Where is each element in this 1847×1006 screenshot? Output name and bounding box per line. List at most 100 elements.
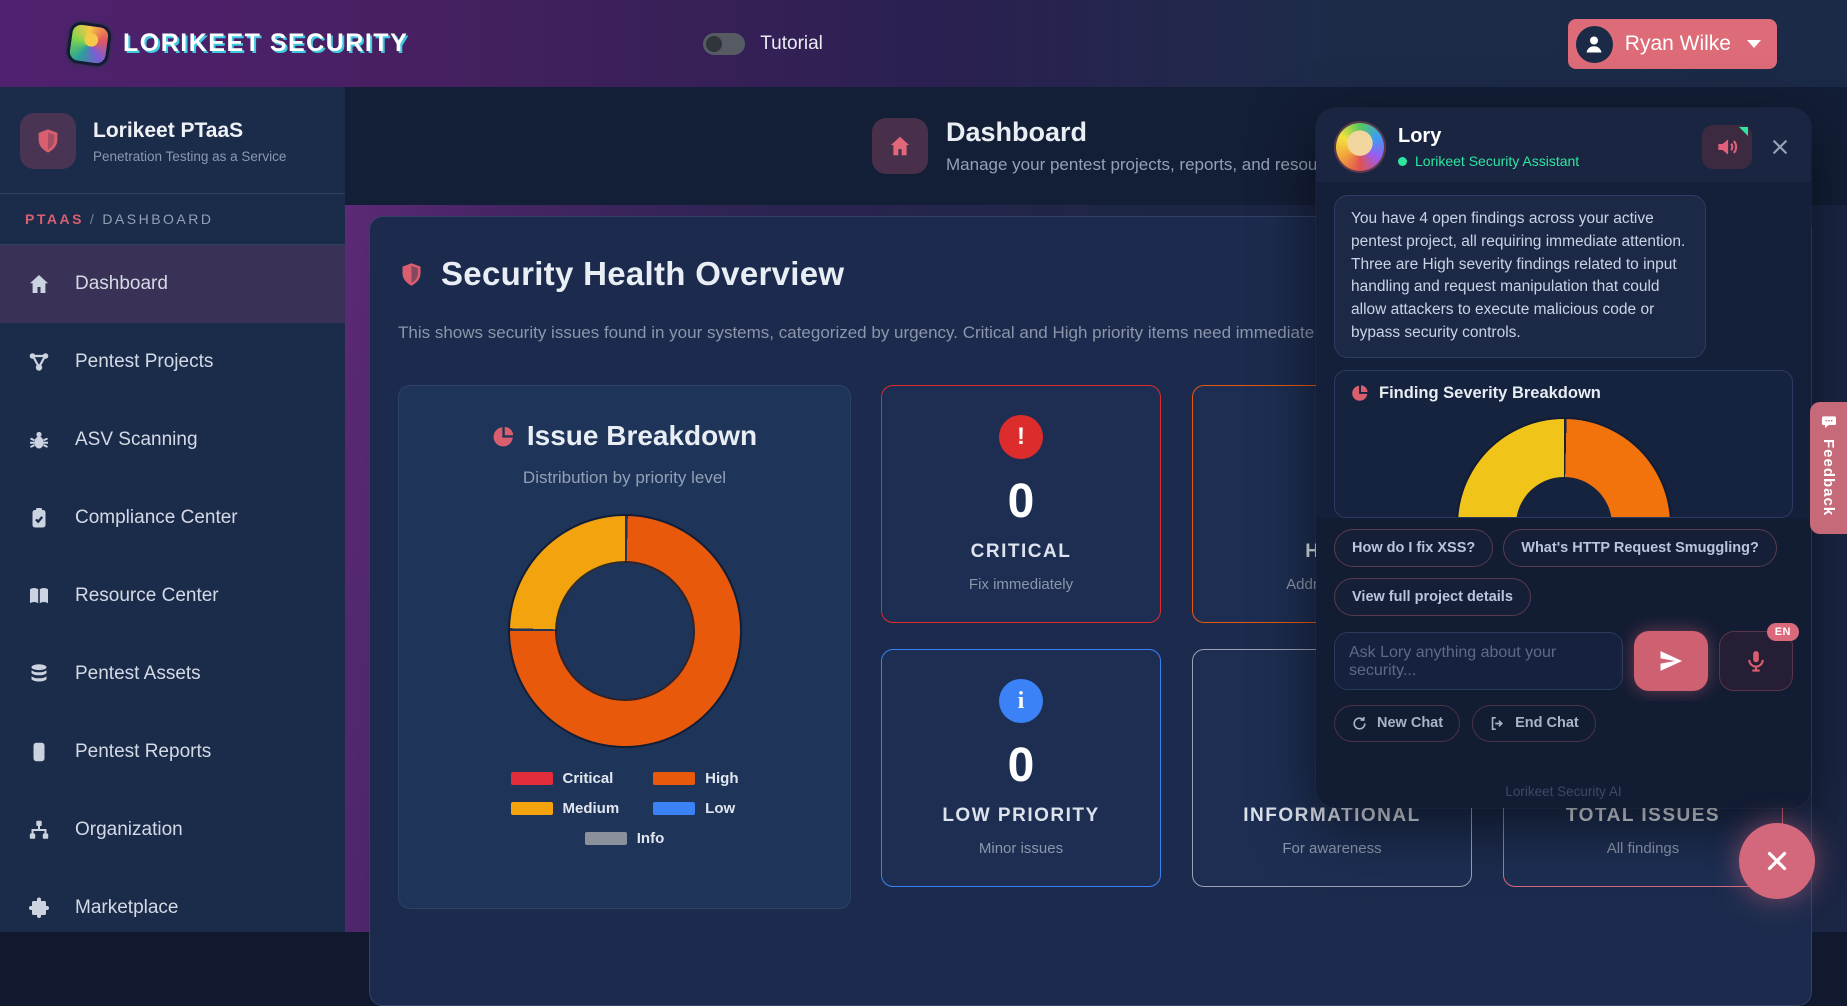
donut-hole xyxy=(556,562,693,699)
legend-item-low: Low xyxy=(653,800,738,817)
sidebar-item-label: Compliance Center xyxy=(75,507,238,528)
page-header-text: Dashboard Manage your pentest projects, … xyxy=(946,117,1350,175)
sidebar-item-asv-scanning[interactable]: ASV Scanning xyxy=(0,401,345,479)
sidebar-item-label: Resource Center xyxy=(75,585,219,606)
speaker-icon xyxy=(1718,139,1738,155)
chat-message-input[interactable] xyxy=(1334,631,1623,690)
sidebar-item-label: Pentest Reports xyxy=(75,741,212,762)
issue-breakdown-legend: Critical High Medium Low xyxy=(510,769,739,847)
sidebar-divider xyxy=(0,193,345,194)
breadcrumb-page: DASHBOARD xyxy=(102,211,214,227)
user-avatar xyxy=(1575,25,1613,63)
microphone-button[interactable]: EN xyxy=(1719,622,1799,691)
new-chat-button[interactable]: New Chat xyxy=(1334,704,1461,742)
overview-description: This shows security issues found in your… xyxy=(398,323,1389,342)
chevron-down-icon xyxy=(1747,40,1761,48)
sidebar-item-resource-center[interactable]: Resource Center xyxy=(0,557,345,635)
top-bar: LORIKEET SECURITY Tutorial Ryan Wilke xyxy=(0,0,1847,87)
critical-card: ! 0 CRITICAL Fix immediately xyxy=(881,385,1161,623)
user-name: Ryan Wilke xyxy=(1624,32,1731,55)
breadcrumb-separator: / xyxy=(89,211,97,227)
overview-title-row: Security Health Overview xyxy=(398,255,1783,293)
tutorial-toggle-knob xyxy=(706,35,723,52)
legend-label: Info xyxy=(636,829,665,847)
product-subtitle: Penetration Testing as a Service xyxy=(93,148,287,164)
sidebar-item-organization[interactable]: Organization xyxy=(0,791,345,869)
share-nodes-icon xyxy=(29,353,49,371)
paper-plane-icon xyxy=(1660,650,1683,671)
app-logo: LORIKEET SECURITY xyxy=(65,19,408,68)
suggestion-pills: How do I fix XSS? What's HTTP Request Smu… xyxy=(1316,517,1811,627)
critical-description: Fix immediately xyxy=(968,576,1074,593)
chat-input-row: EN xyxy=(1316,622,1811,701)
sidebar-item-label: Organization xyxy=(75,819,183,840)
info-circle-icon: i xyxy=(999,679,1043,723)
chat-footer-actions: New Chat End Chat xyxy=(1316,700,1811,742)
person-icon xyxy=(1586,36,1602,53)
low-label: LOW PRIORITY xyxy=(942,805,1100,826)
chat-credit: Lorikeet Security AI xyxy=(1316,741,1811,808)
sidebar-item-dashboard[interactable]: Dashboard xyxy=(0,245,345,323)
pie-chart-icon xyxy=(493,426,514,446)
issue-breakdown-card: Issue Breakdown Distribution by priority… xyxy=(398,385,851,909)
new-chat-label: New Chat xyxy=(1377,715,1444,732)
product-text: Lorikeet PTaaS Penetration Testing as a … xyxy=(93,119,286,164)
refresh-icon xyxy=(1353,716,1366,730)
chat-close-icon[interactable] xyxy=(1769,136,1791,158)
pie-chart-icon xyxy=(1352,385,1368,401)
sidebar-item-label: Marketplace xyxy=(75,897,179,918)
overview-title: Security Health Overview xyxy=(441,255,845,292)
page-subtitle: Manage your pentest projects, reports, a… xyxy=(946,155,1350,174)
total-description: All findings xyxy=(1606,840,1680,857)
sidebar-divider xyxy=(0,244,345,245)
sidebar-item-label: ASV Scanning xyxy=(75,429,198,450)
sidebar-nav: Dashboard Pentest Projects ASV Scanning … xyxy=(0,245,345,947)
informational-label: INFORMATIONAL xyxy=(1243,805,1421,826)
assistant-message-bubble: You have 4 open findings across your act… xyxy=(1334,195,1706,358)
tutorial-toggle[interactable] xyxy=(703,32,746,55)
shield-icon xyxy=(20,113,76,169)
legend-swatch-info xyxy=(584,831,627,845)
legend-swatch-critical xyxy=(510,771,553,785)
end-chat-label: End Chat xyxy=(1515,715,1579,732)
mini-chart-title: Finding Severity Breakdown xyxy=(1379,383,1601,402)
book-icon xyxy=(30,588,48,604)
sidebar-item-compliance-center[interactable]: Compliance Center xyxy=(0,479,345,557)
informational-description: For awareness xyxy=(1282,840,1382,857)
lorikeet-parrot-logo-icon xyxy=(65,19,113,68)
sitemap-icon xyxy=(29,820,49,839)
close-chat-fab[interactable] xyxy=(1739,823,1815,899)
send-button[interactable] xyxy=(1634,630,1708,691)
issue-breakdown-title-row: Issue Breakdown xyxy=(492,420,757,452)
legend-label: High xyxy=(705,769,739,787)
chat-body: You have 4 open findings across your act… xyxy=(1316,182,1811,518)
suggestion-pill-project-details[interactable]: View full project details xyxy=(1334,577,1531,616)
breadcrumb: PTAAS / DASHBOARD xyxy=(0,194,345,244)
sidebar-item-pentest-projects[interactable]: Pentest Projects xyxy=(0,323,345,401)
legend-label: Critical xyxy=(562,769,614,787)
sidebar-item-pentest-assets[interactable]: Pentest Assets xyxy=(0,635,345,713)
voice-output-button[interactable] xyxy=(1702,125,1752,169)
sidebar-item-pentest-reports[interactable]: Pentest Reports xyxy=(0,713,345,791)
feedback-tab[interactable]: Feedback xyxy=(1810,402,1847,534)
exclamation-circle-icon: ! xyxy=(999,415,1043,459)
microphone-icon xyxy=(1748,650,1764,672)
assistant-role: Lorikeet Security Assistant xyxy=(1415,153,1580,169)
clipboard-check-icon xyxy=(32,508,46,528)
puzzle-icon xyxy=(29,897,49,918)
product-title: Lorikeet PTaaS xyxy=(93,118,244,142)
feedback-label: Feedback xyxy=(1820,439,1837,517)
voice-active-notch xyxy=(1739,127,1748,136)
suggestion-pill-smuggling[interactable]: What's HTTP Request Smuggling? xyxy=(1503,528,1777,567)
end-chat-button[interactable]: End Chat xyxy=(1472,704,1596,742)
low-priority-card: i 0 LOW PRIORITY Minor issues xyxy=(881,649,1161,887)
legend-swatch-high xyxy=(653,771,696,785)
sidebar-item-marketplace[interactable]: Marketplace xyxy=(0,869,345,947)
breadcrumb-section[interactable]: PTAAS xyxy=(25,211,84,227)
user-menu-button[interactable]: Ryan Wilke xyxy=(1567,19,1777,69)
suggestion-pill-xss[interactable]: How do I fix XSS? xyxy=(1334,528,1494,567)
legend-item-medium: Medium xyxy=(510,800,619,817)
database-icon xyxy=(31,664,47,682)
critical-label: CRITICAL xyxy=(970,541,1072,562)
low-description: Minor issues xyxy=(978,840,1064,857)
